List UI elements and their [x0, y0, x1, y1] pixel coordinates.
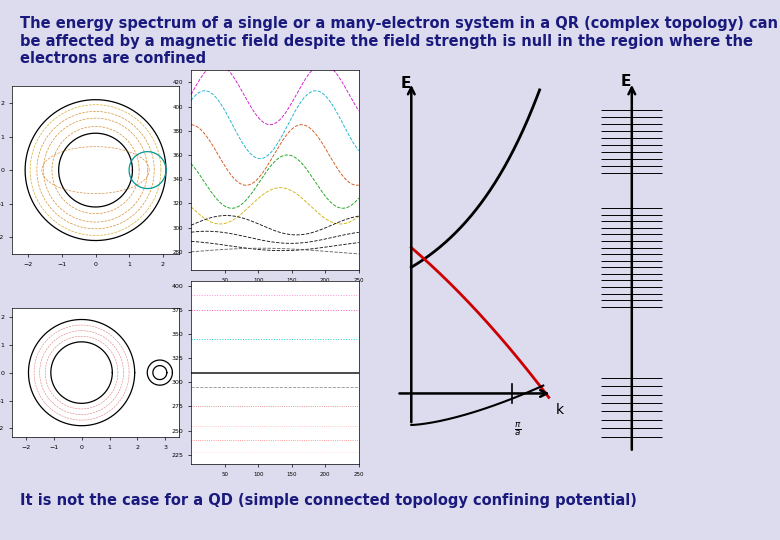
Text: E: E — [400, 76, 411, 91]
Text: E: E — [621, 74, 631, 89]
Text: The energy spectrum of a single or a many-electron system in a QR (complex topol: The energy spectrum of a single or a man… — [20, 16, 778, 66]
Text: k: k — [556, 403, 564, 417]
Text: $\frac{\pi}{a}$: $\frac{\pi}{a}$ — [514, 420, 521, 438]
Text: It is not the case for a QD (simple connected topology confining potential): It is not the case for a QD (simple conn… — [20, 492, 636, 508]
